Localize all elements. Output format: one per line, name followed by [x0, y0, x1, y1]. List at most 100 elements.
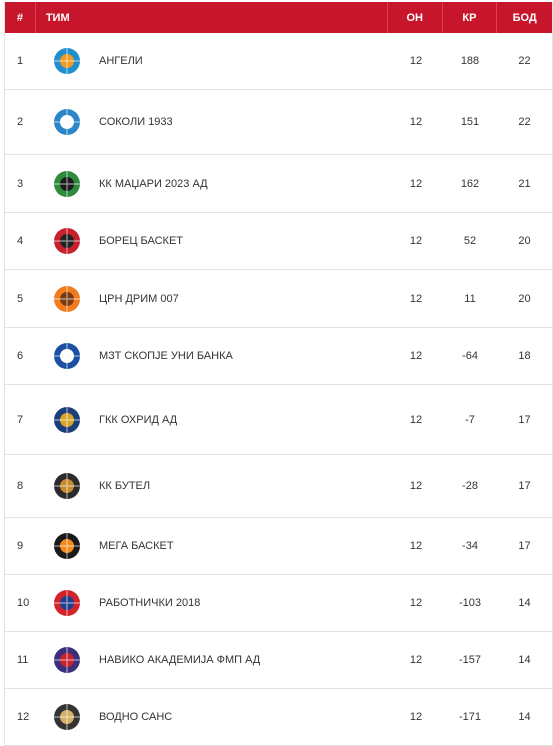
team-name-link[interactable]: МЗТ СКОПЈЕ УНИ БАНКА [99, 350, 233, 362]
rank-cell: 2 [17, 116, 24, 128]
games-cell: 12 [409, 292, 423, 305]
team-name-link[interactable]: ГКК ОХРИД АД [99, 413, 178, 426]
points-cell: 14 [518, 654, 531, 666]
points-cell: 17 [518, 413, 531, 426]
mzt-logo-icon[interactable] [52, 341, 82, 371]
table-row: 9 МЕГА БАСКЕТ 12 -34 17 [5, 518, 552, 575]
point-diff-cell: -64 [462, 350, 478, 362]
point-diff-cell: 151 [460, 116, 480, 128]
team-logo-cell [35, 270, 99, 327]
table-row: 3 КК МАЏАРИ 2023 АД 12 162 21 [5, 155, 552, 213]
rank-cell: 8 [17, 480, 24, 492]
games-cell: 12 [409, 654, 423, 666]
team-logo-cell [35, 33, 99, 89]
points-cell: 18 [518, 350, 531, 362]
table-row: 4 БОРЕЦ БАСКЕТ 12 52 20 [5, 213, 552, 270]
team-logo-cell [35, 575, 99, 631]
team-logo-cell [35, 455, 99, 517]
standings-table: # ТИМ ОН КР БОД 1 АНГЕЛИ 12 188 22 2 СОКОЛИ 19… [4, 2, 553, 746]
points-cell: 17 [518, 480, 531, 492]
team-name-link[interactable]: АНГЕЛИ [99, 55, 143, 67]
point-diff-cell: 188 [460, 55, 480, 67]
team-logo-cell [35, 518, 99, 574]
vodno-logo-icon[interactable] [52, 702, 82, 732]
table-body: 1 АНГЕЛИ 12 188 22 2 СОКОЛИ 1933 12 151 22 3 КК МАЏ… [5, 33, 552, 746]
table-row: 8 КК БУТЕЛ 12 -28 17 [5, 455, 552, 518]
games-cell: 12 [409, 413, 423, 426]
angeli-logo-icon[interactable] [52, 46, 82, 76]
rank-cell: 10 [17, 597, 30, 609]
crn-drim-logo-icon[interactable] [52, 284, 82, 314]
team-name-link[interactable]: МЕГА БАСКЕТ [99, 540, 174, 552]
rank-cell: 6 [17, 350, 24, 362]
games-cell: 12 [409, 711, 423, 723]
rabotnicki-logo-icon[interactable] [52, 588, 82, 618]
points-cell: 20 [518, 292, 531, 305]
games-cell: 12 [409, 597, 423, 609]
team-name-link[interactable]: РАБОТНИЧКИ 2018 [99, 597, 201, 609]
team-name-link[interactable]: КК МАЏАРИ 2023 АД [99, 177, 208, 190]
team-logo-cell [35, 90, 99, 154]
points-cell: 17 [518, 540, 531, 552]
rank-cell: 1 [17, 55, 24, 67]
header-rank[interactable]: # [5, 2, 35, 33]
header-points[interactable]: БОД [496, 2, 552, 33]
points-cell: 14 [518, 711, 531, 723]
table-row: 12 ВОДНО САНС 12 -171 14 [5, 689, 552, 746]
team-name-link[interactable]: ВОДНО САНС [99, 711, 173, 723]
team-logo-cell [35, 689, 99, 745]
team-name-link[interactable]: БОРЕЦ БАСКЕТ [99, 235, 183, 247]
points-cell: 21 [518, 177, 531, 190]
team-name-link[interactable]: ЦРН ДРИМ 007 [99, 292, 179, 305]
table-row: 1 АНГЕЛИ 12 188 22 [5, 33, 552, 90]
header-team[interactable]: ТИМ [34, 2, 387, 33]
games-cell: 12 [409, 116, 423, 128]
team-logo-cell [35, 328, 99, 384]
naviko-logo-icon[interactable] [52, 645, 82, 675]
point-diff-cell: 162 [460, 177, 480, 190]
games-cell: 12 [409, 480, 423, 492]
rank-cell: 5 [17, 292, 24, 305]
team-logo-cell [35, 155, 99, 212]
point-diff-cell: 52 [463, 235, 477, 247]
rank-cell: 3 [17, 177, 24, 190]
team-name-link[interactable]: КК БУТЕЛ [99, 480, 151, 492]
team-name-link[interactable]: СОКОЛИ 1933 [99, 116, 173, 128]
table-row: 5 ЦРН ДРИМ 007 12 11 20 [5, 270, 552, 328]
madjari-logo-icon[interactable] [52, 169, 82, 199]
point-diff-cell: -157 [458, 654, 482, 666]
point-diff-cell: -28 [462, 480, 478, 492]
team-logo-cell [35, 632, 99, 688]
sokoli-logo-icon[interactable] [52, 107, 82, 137]
points-cell: 14 [518, 597, 531, 609]
ohrid-logo-icon[interactable] [52, 405, 82, 435]
rank-cell: 7 [17, 413, 24, 426]
point-diff-cell: -103 [458, 597, 482, 609]
header-point-diff[interactable]: КР [441, 2, 497, 33]
points-cell: 22 [518, 116, 531, 128]
games-cell: 12 [409, 177, 423, 190]
borec-logo-icon[interactable] [52, 226, 82, 256]
team-logo-cell [35, 385, 99, 454]
rank-cell: 4 [17, 235, 24, 247]
point-diff-cell: -34 [462, 540, 478, 552]
point-diff-cell: -171 [458, 711, 482, 723]
table-row: 6 МЗТ СКОПЈЕ УНИ БАНКА 12 -64 18 [5, 328, 552, 385]
table-row: 10 РАБОТНИЧКИ 2018 12 -103 14 [5, 575, 552, 632]
points-cell: 22 [518, 55, 531, 67]
table-header: # ТИМ ОН КР БОД [5, 2, 552, 33]
rank-cell: 9 [17, 540, 24, 552]
team-name-link[interactable]: НАВИКО АКАДЕМИЈА ФМП АД [99, 654, 261, 666]
table-row: 11 НАВИКО АКАДЕМИЈА ФМП АД 12 -157 14 [5, 632, 552, 689]
games-cell: 12 [409, 55, 423, 67]
header-games[interactable]: ОН [386, 2, 442, 33]
points-cell: 20 [518, 235, 531, 247]
mega-logo-icon[interactable] [52, 531, 82, 561]
games-cell: 12 [409, 540, 423, 552]
butel-logo-icon[interactable] [52, 471, 82, 501]
games-cell: 12 [409, 235, 423, 247]
table-row: 2 СОКОЛИ 1933 12 151 22 [5, 90, 552, 155]
table-row: 7 ГКК ОХРИД АД 12 -7 17 [5, 385, 552, 455]
point-diff-cell: -7 [465, 413, 475, 426]
point-diff-cell: 11 [464, 292, 476, 305]
